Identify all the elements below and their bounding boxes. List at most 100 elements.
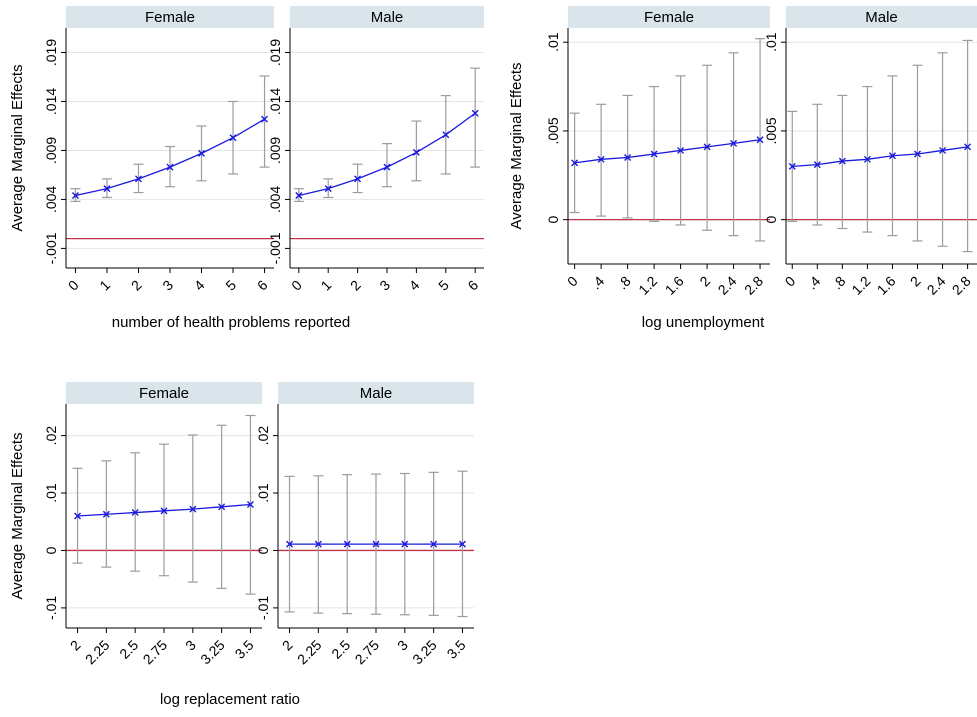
y-tick-label: -.01 — [43, 596, 59, 620]
marker-stroke — [383, 163, 391, 171]
y-tick-label: .004 — [43, 186, 59, 213]
estimate-point — [430, 540, 438, 548]
marker-stroke — [314, 540, 322, 548]
y-axis-label: Average Marginal Effects — [9, 64, 26, 231]
estimate-point — [888, 152, 896, 160]
estimate-line — [574, 139, 761, 164]
estimate-point — [838, 157, 846, 165]
y-tick-label: .01 — [545, 32, 561, 52]
x-tick-label: 2 — [696, 273, 713, 290]
marker-stroke — [74, 512, 82, 520]
panel-strip — [66, 6, 274, 28]
x-tick-label: .8 — [829, 273, 849, 293]
x-axis-label: number of health problems reported — [112, 314, 350, 331]
estimate-point — [324, 185, 332, 193]
y-tick-label: .02 — [255, 426, 271, 446]
marker-stroke — [471, 109, 479, 117]
estimate-point — [471, 109, 479, 117]
marker-stroke — [134, 175, 142, 183]
panel-male: Male -.001 .004 .009 .014 .019 0 1 2 3 4 5 6 — [267, 6, 484, 294]
x-tick-label: 2 — [128, 277, 145, 294]
y-tick-label: .019 — [267, 39, 283, 66]
estimate-point — [189, 505, 197, 513]
estimate-point — [74, 512, 82, 520]
estimate-point — [914, 150, 922, 158]
estimate-line — [792, 146, 968, 168]
x-tick-label: 3 — [159, 277, 176, 294]
panel-title: Female — [139, 385, 189, 402]
panel-male: Male -.01 0 .01 .02 22.25 2.52.75 33.25 3.5 — [255, 382, 474, 667]
estimate-point — [730, 139, 738, 147]
y-tick-label: .014 — [43, 88, 59, 115]
y-tick-label: .019 — [43, 39, 59, 66]
y-tick-label: .01 — [43, 483, 59, 503]
x-tick-label: 2 — [907, 273, 924, 290]
estimate-point — [571, 159, 579, 167]
marker-stroke — [354, 175, 362, 183]
marker-stroke — [412, 148, 420, 156]
estimate-point — [343, 540, 351, 548]
x-tick-label: 3.25 — [197, 637, 228, 668]
x-axis-label: log unemployment — [642, 314, 765, 331]
marker-stroke — [166, 163, 174, 171]
estimate-point — [229, 134, 237, 142]
x-tick-label: 2.5 — [328, 637, 353, 662]
x-tick-label: 3.5 — [232, 637, 257, 662]
y-tick-label: 0 — [763, 216, 779, 224]
panel-title: Male — [371, 9, 404, 26]
panel-female: Female -.01 0 .01 .02 22.25 2.52.75 33.25 3.5 — [43, 382, 262, 667]
estimate-point — [102, 510, 110, 518]
estimate-point — [412, 148, 420, 156]
y-tick-label: .014 — [267, 88, 283, 115]
marker-stroke — [703, 143, 711, 151]
x-tick-label: 2.25 — [294, 637, 325, 668]
estimate-point — [863, 155, 871, 163]
estimate-point — [650, 150, 658, 158]
estimate-point — [624, 154, 632, 162]
estimate-point — [401, 540, 409, 548]
marker-stroke — [372, 540, 380, 548]
marker-stroke — [677, 146, 685, 154]
x-tick-label: 1.6 — [662, 273, 687, 298]
estimate-point — [246, 501, 254, 509]
estimate-point — [383, 163, 391, 171]
chart-3: Average Marginal Effects log replacement … — [9, 382, 474, 708]
x-tick-label: 1 — [318, 277, 335, 294]
estimate-point — [458, 540, 466, 548]
estimate-point — [372, 540, 380, 548]
marker-stroke — [229, 134, 237, 142]
estimate-point — [286, 540, 294, 548]
marker-stroke — [863, 155, 871, 163]
estimate-point — [134, 175, 142, 183]
marker-stroke — [838, 157, 846, 165]
panel-strip — [278, 382, 474, 404]
x-tick-label: 5 — [222, 277, 239, 294]
marker-stroke — [343, 540, 351, 548]
y-tick-label: .02 — [43, 426, 59, 446]
x-tick-label: 6 — [464, 277, 481, 294]
estimate-point — [160, 507, 168, 515]
marker-stroke — [813, 161, 821, 169]
estimate-point — [597, 155, 605, 163]
x-tick-label: 2 — [347, 277, 364, 294]
x-tick-label: 3 — [376, 277, 393, 294]
marker-stroke — [102, 510, 110, 518]
chart-1: Average Marginal Effects number of health… — [9, 6, 484, 331]
y-tick-label: .009 — [43, 137, 59, 164]
x-tick-label: 3 — [394, 637, 411, 654]
estimate-point — [442, 131, 450, 139]
panel-title: Female — [145, 9, 195, 26]
marker-stroke — [160, 507, 168, 515]
x-tick-label: 4 — [406, 277, 423, 294]
x-tick-label: 0 — [65, 277, 82, 294]
marker-stroke — [430, 540, 438, 548]
x-tick-label: 0 — [782, 273, 799, 290]
estimate-point — [71, 192, 79, 200]
panel-strip — [66, 382, 262, 404]
marker-stroke — [218, 503, 226, 511]
y-tick-label: .005 — [545, 117, 561, 144]
x-tick-label: 2.4 — [715, 273, 740, 298]
x-tick-label: 2 — [279, 637, 296, 654]
